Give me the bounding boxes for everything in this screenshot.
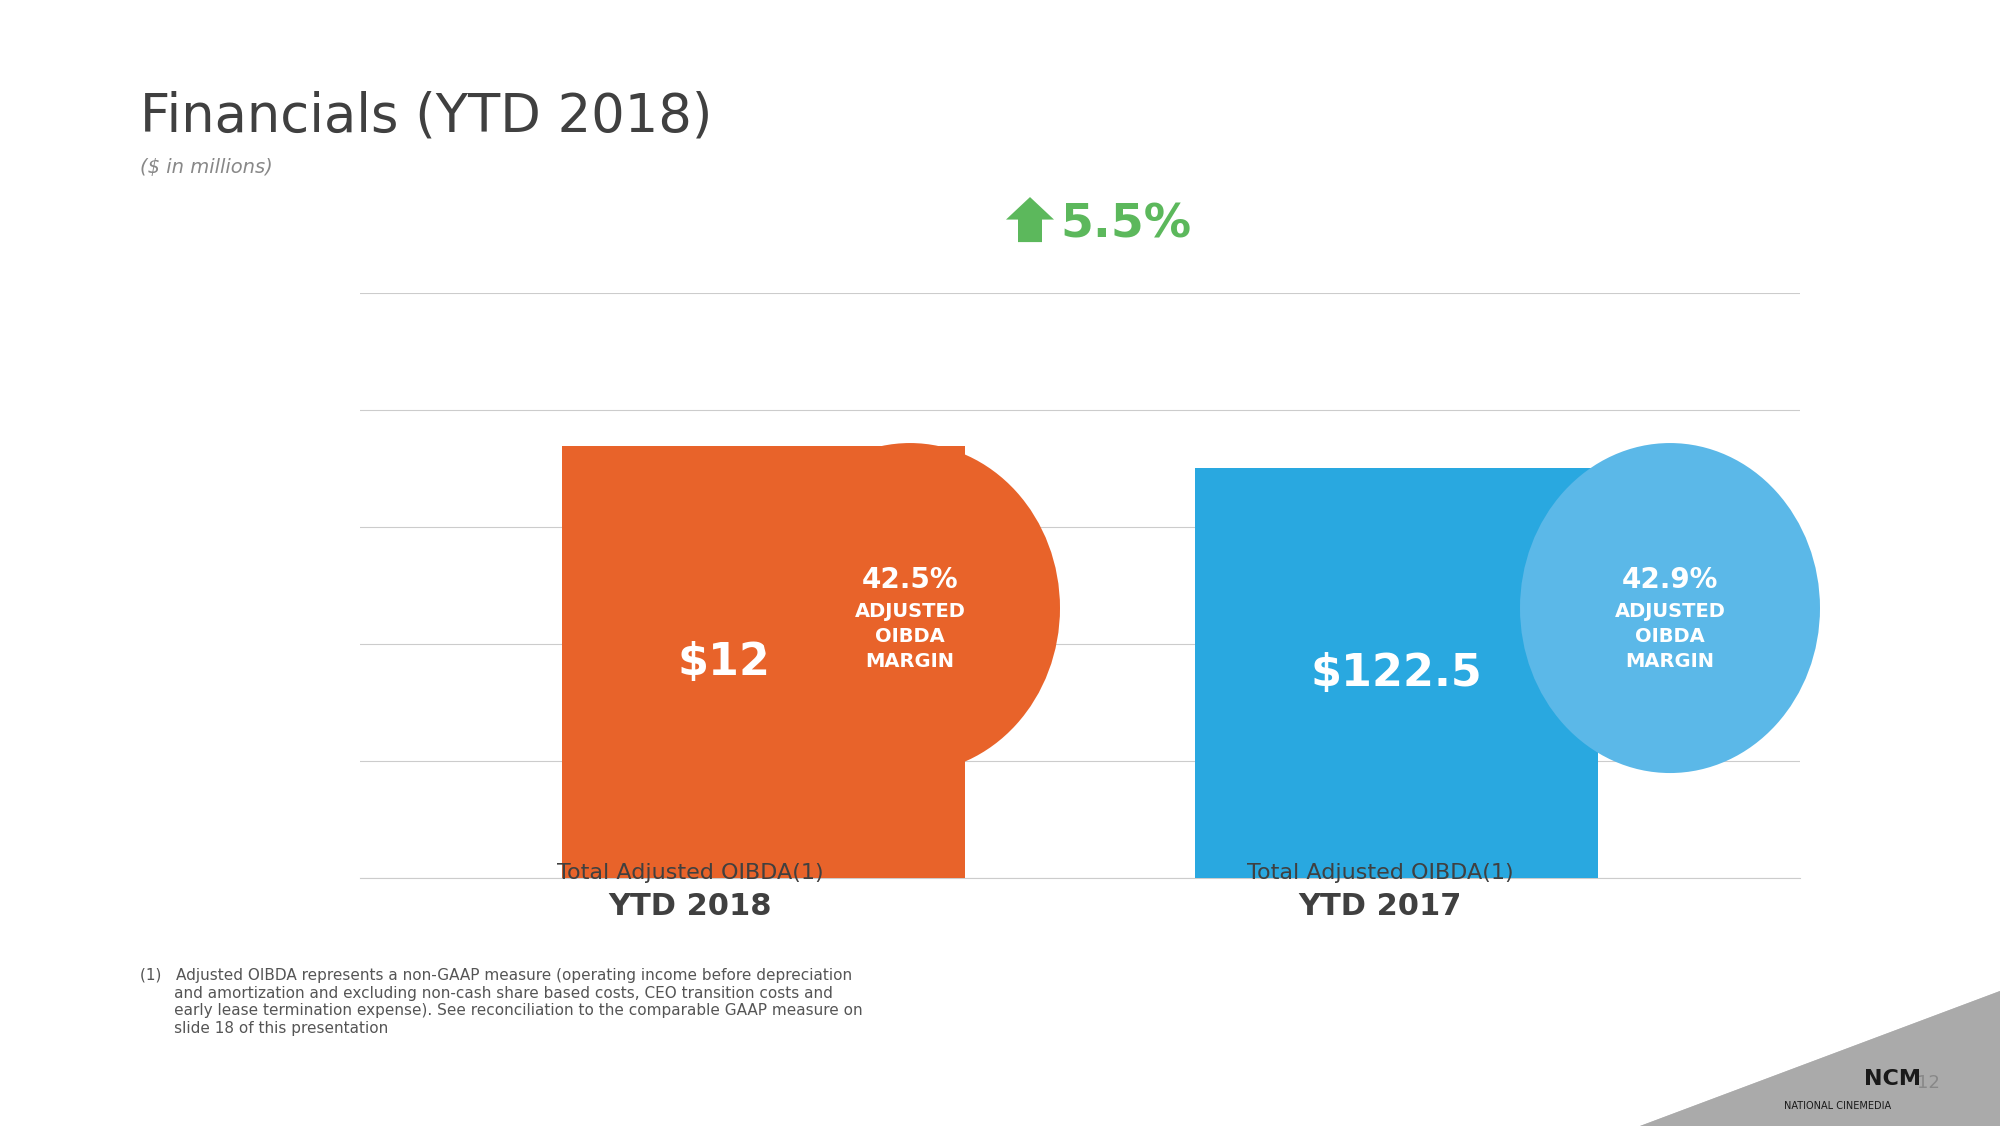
Text: 42.5%: 42.5% — [862, 566, 958, 593]
Text: $122.5: $122.5 — [1310, 652, 1482, 695]
Text: NATIONAL CINEMEDIA: NATIONAL CINEMEDIA — [1784, 1101, 1892, 1110]
Text: YTD 2018: YTD 2018 — [608, 892, 772, 921]
Text: 5.5%: 5.5% — [1060, 203, 1192, 248]
Text: ADJUSTED
OIBDA
MARGIN: ADJUSTED OIBDA MARGIN — [854, 601, 966, 671]
Polygon shape — [1640, 991, 2000, 1126]
Bar — [1196, 468, 1598, 878]
Text: $129.2: $129.2 — [678, 641, 850, 683]
Text: (1)   Adjusted OIBDA represents a non-GAAP measure (operating income before depr: (1) Adjusted OIBDA represents a non-GAAP… — [140, 968, 862, 1036]
Text: Total Adjusted OIBDA(1): Total Adjusted OIBDA(1) — [1246, 863, 1514, 883]
Text: 12: 12 — [1918, 1074, 1940, 1092]
Bar — [562, 446, 964, 878]
Text: Total Adjusted OIBDA(1): Total Adjusted OIBDA(1) — [556, 863, 824, 883]
Text: ($ in millions): ($ in millions) — [140, 158, 272, 177]
Polygon shape — [1640, 991, 2000, 1126]
Text: Financials (YTD 2018): Financials (YTD 2018) — [140, 90, 712, 142]
Text: ADJUSTED
OIBDA
MARGIN: ADJUSTED OIBDA MARGIN — [1614, 601, 1726, 671]
Text: NCM: NCM — [1864, 1069, 1920, 1089]
Text: YTD 2017: YTD 2017 — [1298, 892, 1462, 921]
Text: 42.9%: 42.9% — [1622, 566, 1718, 593]
